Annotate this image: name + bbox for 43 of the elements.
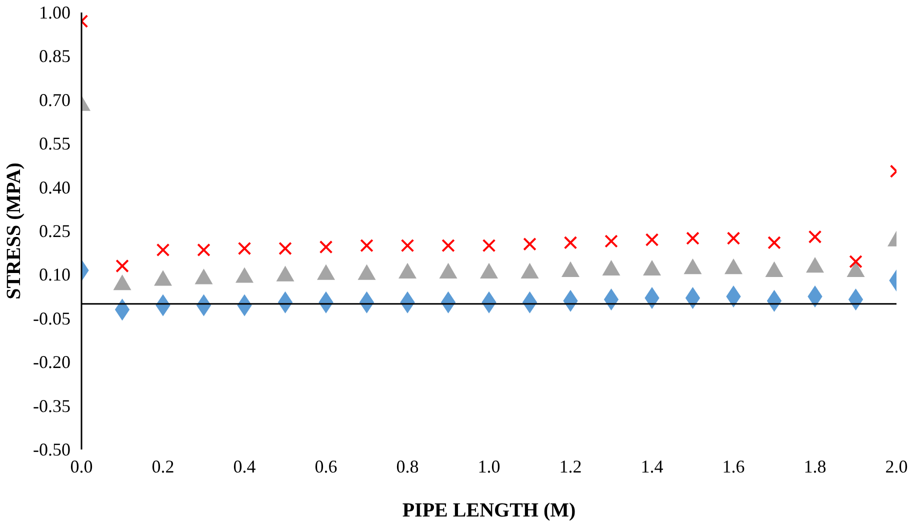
point xyxy=(808,230,822,244)
x-tick-label: 1.8 xyxy=(804,456,826,476)
x-tick-label: 0.4 xyxy=(233,456,256,476)
y-tick-label: 0.25 xyxy=(39,221,70,241)
point xyxy=(116,259,129,273)
point xyxy=(278,242,292,256)
y-axis-title: STRESS (MPA) xyxy=(3,162,26,300)
point xyxy=(768,236,781,250)
point xyxy=(604,234,618,248)
y-tick-label: -0.05 xyxy=(33,308,71,328)
point xyxy=(156,243,170,257)
x-tick-label: 1.4 xyxy=(640,456,664,476)
y-tick-label: 1.00 xyxy=(39,2,70,22)
point xyxy=(238,242,252,256)
point xyxy=(400,238,414,252)
point xyxy=(645,233,659,246)
point xyxy=(686,232,700,245)
x-tick-label: 0.8 xyxy=(396,456,419,476)
point xyxy=(442,238,455,252)
point xyxy=(726,232,740,245)
x-axis-title: PIPE LENGTH (M) xyxy=(402,500,576,522)
y-tick-label: 0.40 xyxy=(39,177,70,198)
x-tick-label: 1.6 xyxy=(722,456,745,476)
x-tick-label: 1.2 xyxy=(559,456,582,476)
x-tick-label: 2.0 xyxy=(885,456,908,476)
point xyxy=(360,238,374,252)
point xyxy=(482,238,496,252)
y-tick-label: -0.50 xyxy=(33,440,71,460)
y-tick-label: 0.55 xyxy=(39,134,70,154)
point xyxy=(319,240,333,254)
point xyxy=(564,236,578,250)
y-tick-label: 0.85 xyxy=(39,46,70,66)
point xyxy=(197,243,210,257)
point xyxy=(523,237,536,251)
y-tick-label: -0.35 xyxy=(33,396,71,416)
y-tick-label: 0.10 xyxy=(39,264,70,285)
x-tick-label: 0.2 xyxy=(152,456,174,476)
x-tick-label: 0.6 xyxy=(314,456,338,476)
x-tick-label: 0.0 xyxy=(70,456,93,476)
y-tick-label: -0.20 xyxy=(33,352,71,372)
point xyxy=(849,254,862,268)
y-tick-label: 0.70 xyxy=(39,90,70,110)
x-tick-label: 1.0 xyxy=(478,456,500,476)
